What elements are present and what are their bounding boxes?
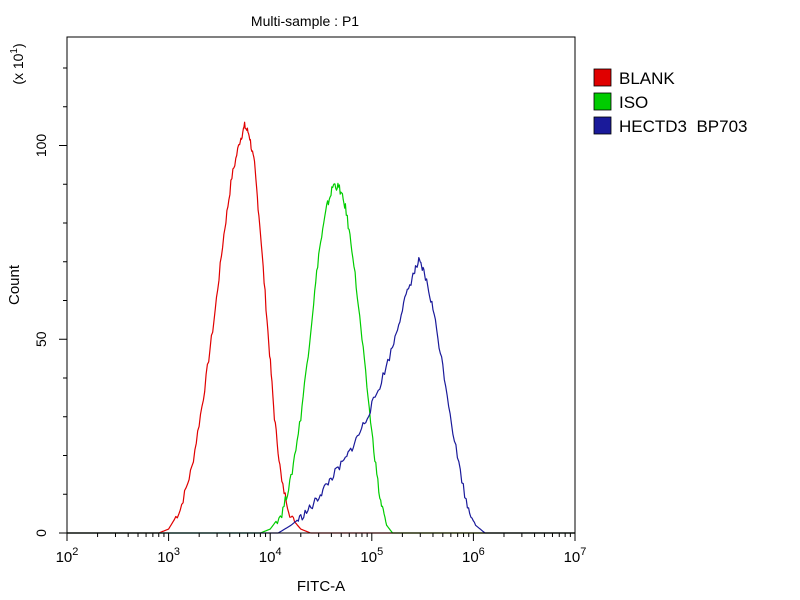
y-tick-label: 50 [33,331,49,347]
series-line-iso [67,182,575,534]
y-axis-label: Count [6,264,23,305]
series-line-hectd3-bp703 [67,257,575,534]
y-tick-label: 100 [33,134,49,158]
x-tick-label: 106 [462,546,485,566]
x-axis-label: FITC-A [297,578,345,595]
plot-background [67,37,575,533]
legend-label: ISO [619,93,648,112]
plot-frame [66,36,576,534]
legend-swatch [593,68,612,87]
x-tick-label: 105 [360,546,383,566]
x-tick-label: 107 [564,546,587,566]
chart-title: Multi-sample : P1 [251,13,359,29]
x-tick-label: 103 [157,546,180,566]
axis-layer: 102 103 104 105 106 107 0 50 100 [33,67,587,566]
x-tick-label: 102 [56,546,79,566]
y-tick-label: 0 [33,529,49,537]
legend-swatch [593,116,612,135]
legend-swatch [593,92,612,111]
legend-label: BLANK [619,69,675,88]
y-multiplier-text: (x 10 [10,53,26,84]
y-multiplier-label: (x 101) [9,43,26,84]
legend-label: HECTD3 BP703 [619,117,748,136]
legend: BLANK ISO HECTD3 BP703 [593,68,748,136]
y-multiplier-exponent: 1 [9,48,20,54]
x-tick-label: 104 [259,546,282,566]
series-layer [67,121,575,534]
series-line-blank [67,121,575,534]
